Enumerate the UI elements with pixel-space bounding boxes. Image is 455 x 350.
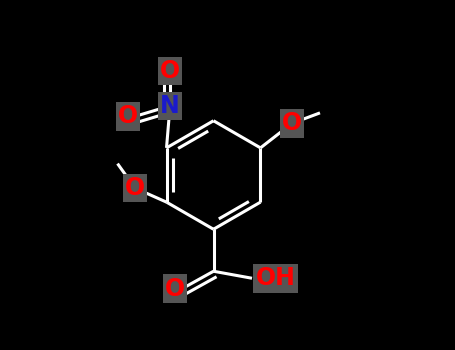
Text: O: O: [282, 111, 302, 135]
Text: O: O: [118, 104, 138, 128]
Text: O: O: [165, 277, 185, 301]
Text: N: N: [160, 94, 180, 118]
Text: OH: OH: [256, 266, 295, 290]
Text: O: O: [160, 59, 180, 83]
Text: O: O: [125, 176, 145, 200]
